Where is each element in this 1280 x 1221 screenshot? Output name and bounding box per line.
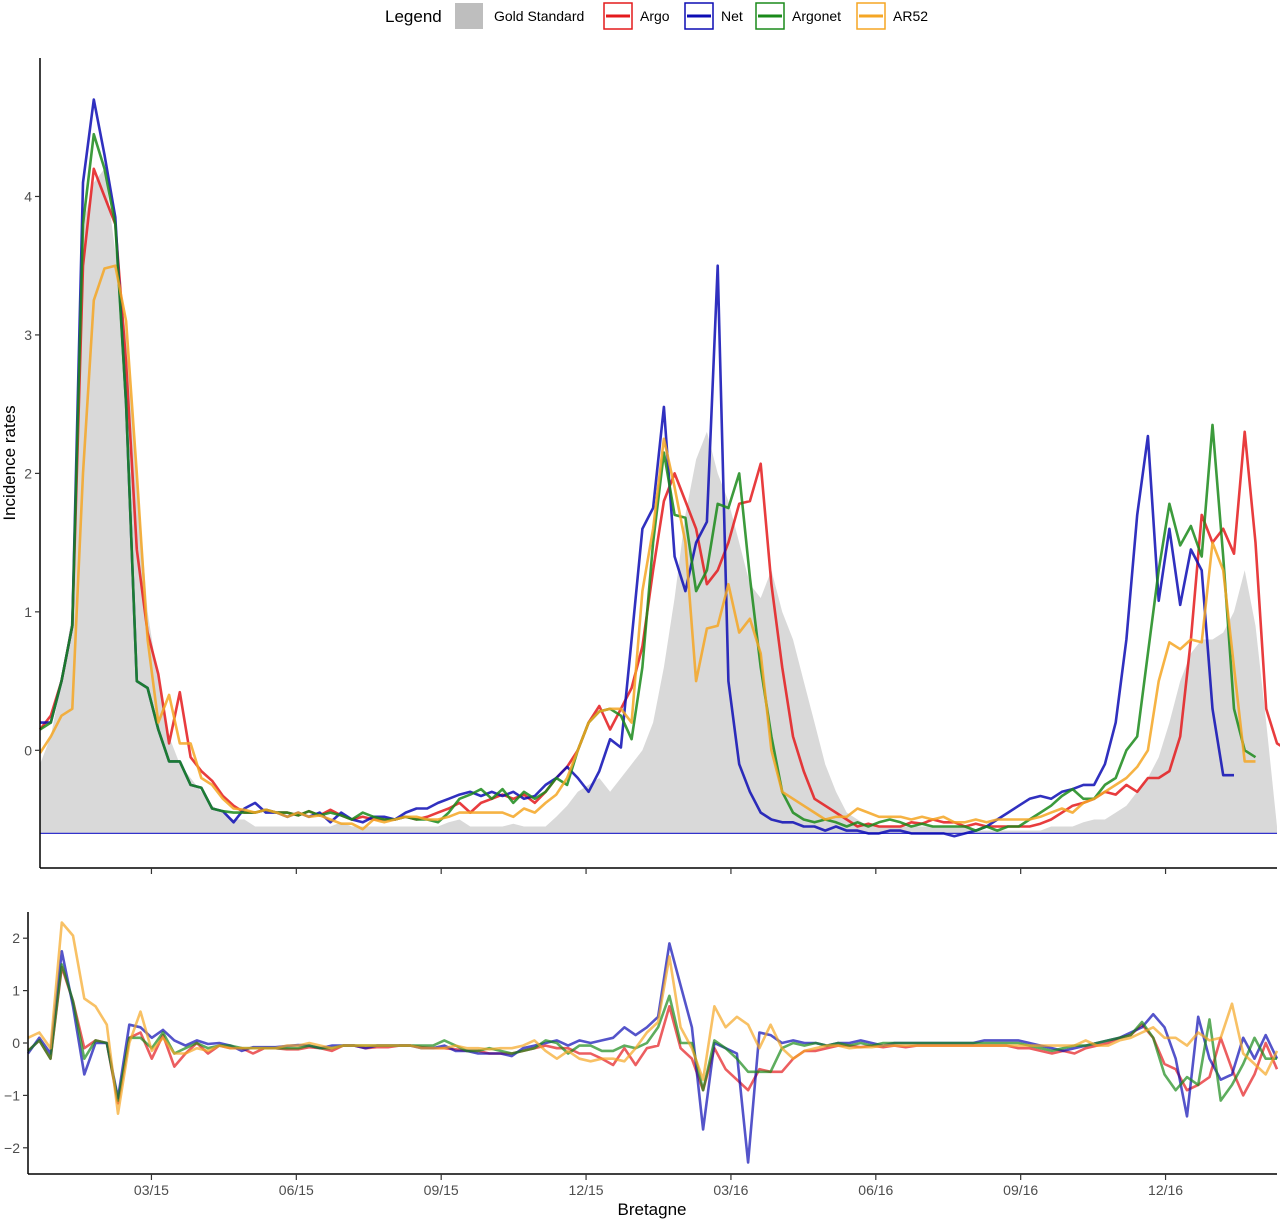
legend-entry-argo: Argo (603, 2, 670, 30)
top-plot-area (38, 98, 1280, 838)
legend-label-net: Net (721, 8, 743, 24)
x-tick-label: 03/15 (134, 1182, 169, 1198)
top-y-tick-label: 1 (24, 604, 32, 620)
bottom-axes: −2 −1 0 1 2 03/15 06/15 09/15 12/15 03/16 06/16 09/… (4, 912, 1277, 1198)
x-tick-label: 09/16 (1003, 1182, 1038, 1198)
top-y-tick-label: 2 (24, 465, 32, 481)
legend-entries: Gold Standard Argo Net Argonet AR52 (455, 2, 928, 30)
legend-label-gold-standard: Gold Standard (494, 8, 584, 24)
bottom-y-tick-label: −2 (4, 1140, 20, 1156)
top-panel: 0 1 2 3 4 (24, 58, 1280, 874)
legend-entry-argonet: Argonet (755, 2, 841, 30)
top-axes: 0 1 2 3 4 (24, 58, 1277, 874)
legend: Legend Gold Standard Argo Net Argonet AR52 (385, 2, 928, 30)
bottom-y-tick-label: 0 (12, 1035, 20, 1051)
top-y-tick-label: 4 (24, 188, 32, 204)
series-line-bottom-argonet (27, 963, 1277, 1102)
series-line-top-ar52 (38, 264, 1256, 831)
series-area-gold-standard (40, 168, 1277, 834)
x-tick-label: 06/15 (279, 1182, 314, 1198)
series-line-bottom-net (26, 942, 1279, 1164)
legend-entry-gold-standard: Gold Standard (455, 3, 584, 29)
legend-title: Legend (385, 7, 442, 26)
legend-entry-net: Net (684, 2, 743, 30)
x-tick-label: 12/16 (1148, 1182, 1183, 1198)
x-axis-title: Bretagne (618, 1200, 687, 1219)
x-tick-label: 09/15 (424, 1182, 459, 1198)
series-line-top-net (40, 98, 1234, 838)
x-tick-label: 06/16 (858, 1182, 893, 1198)
legend-label-argo: Argo (640, 8, 670, 24)
top-y-tick-label: 0 (24, 742, 32, 758)
x-tick-label: 12/15 (569, 1182, 604, 1198)
bottom-y-tick-label: 1 (12, 983, 20, 999)
bottom-plot-area (26, 921, 1279, 1164)
legend-label-ar52: AR52 (893, 8, 928, 24)
series-line-bottom-ar52 (27, 921, 1279, 1115)
legend-entry-ar52: AR52 (856, 2, 928, 30)
legend-key-gold-standard (455, 3, 483, 29)
top-y-tick-label: 3 (24, 327, 32, 343)
y-axis-title: Incidence rates (0, 405, 19, 520)
legend-label-argonet: Argonet (792, 8, 841, 24)
bottom-panel: −2 −1 0 1 2 03/15 06/15 09/15 12/15 03/16 06/16 09/… (4, 912, 1279, 1198)
x-tick-label: 03/16 (713, 1182, 748, 1198)
bottom-y-tick-label: −1 (4, 1087, 20, 1103)
series-line-top-argonet (39, 132, 1257, 832)
bottom-y-tick-label: 2 (12, 930, 20, 946)
